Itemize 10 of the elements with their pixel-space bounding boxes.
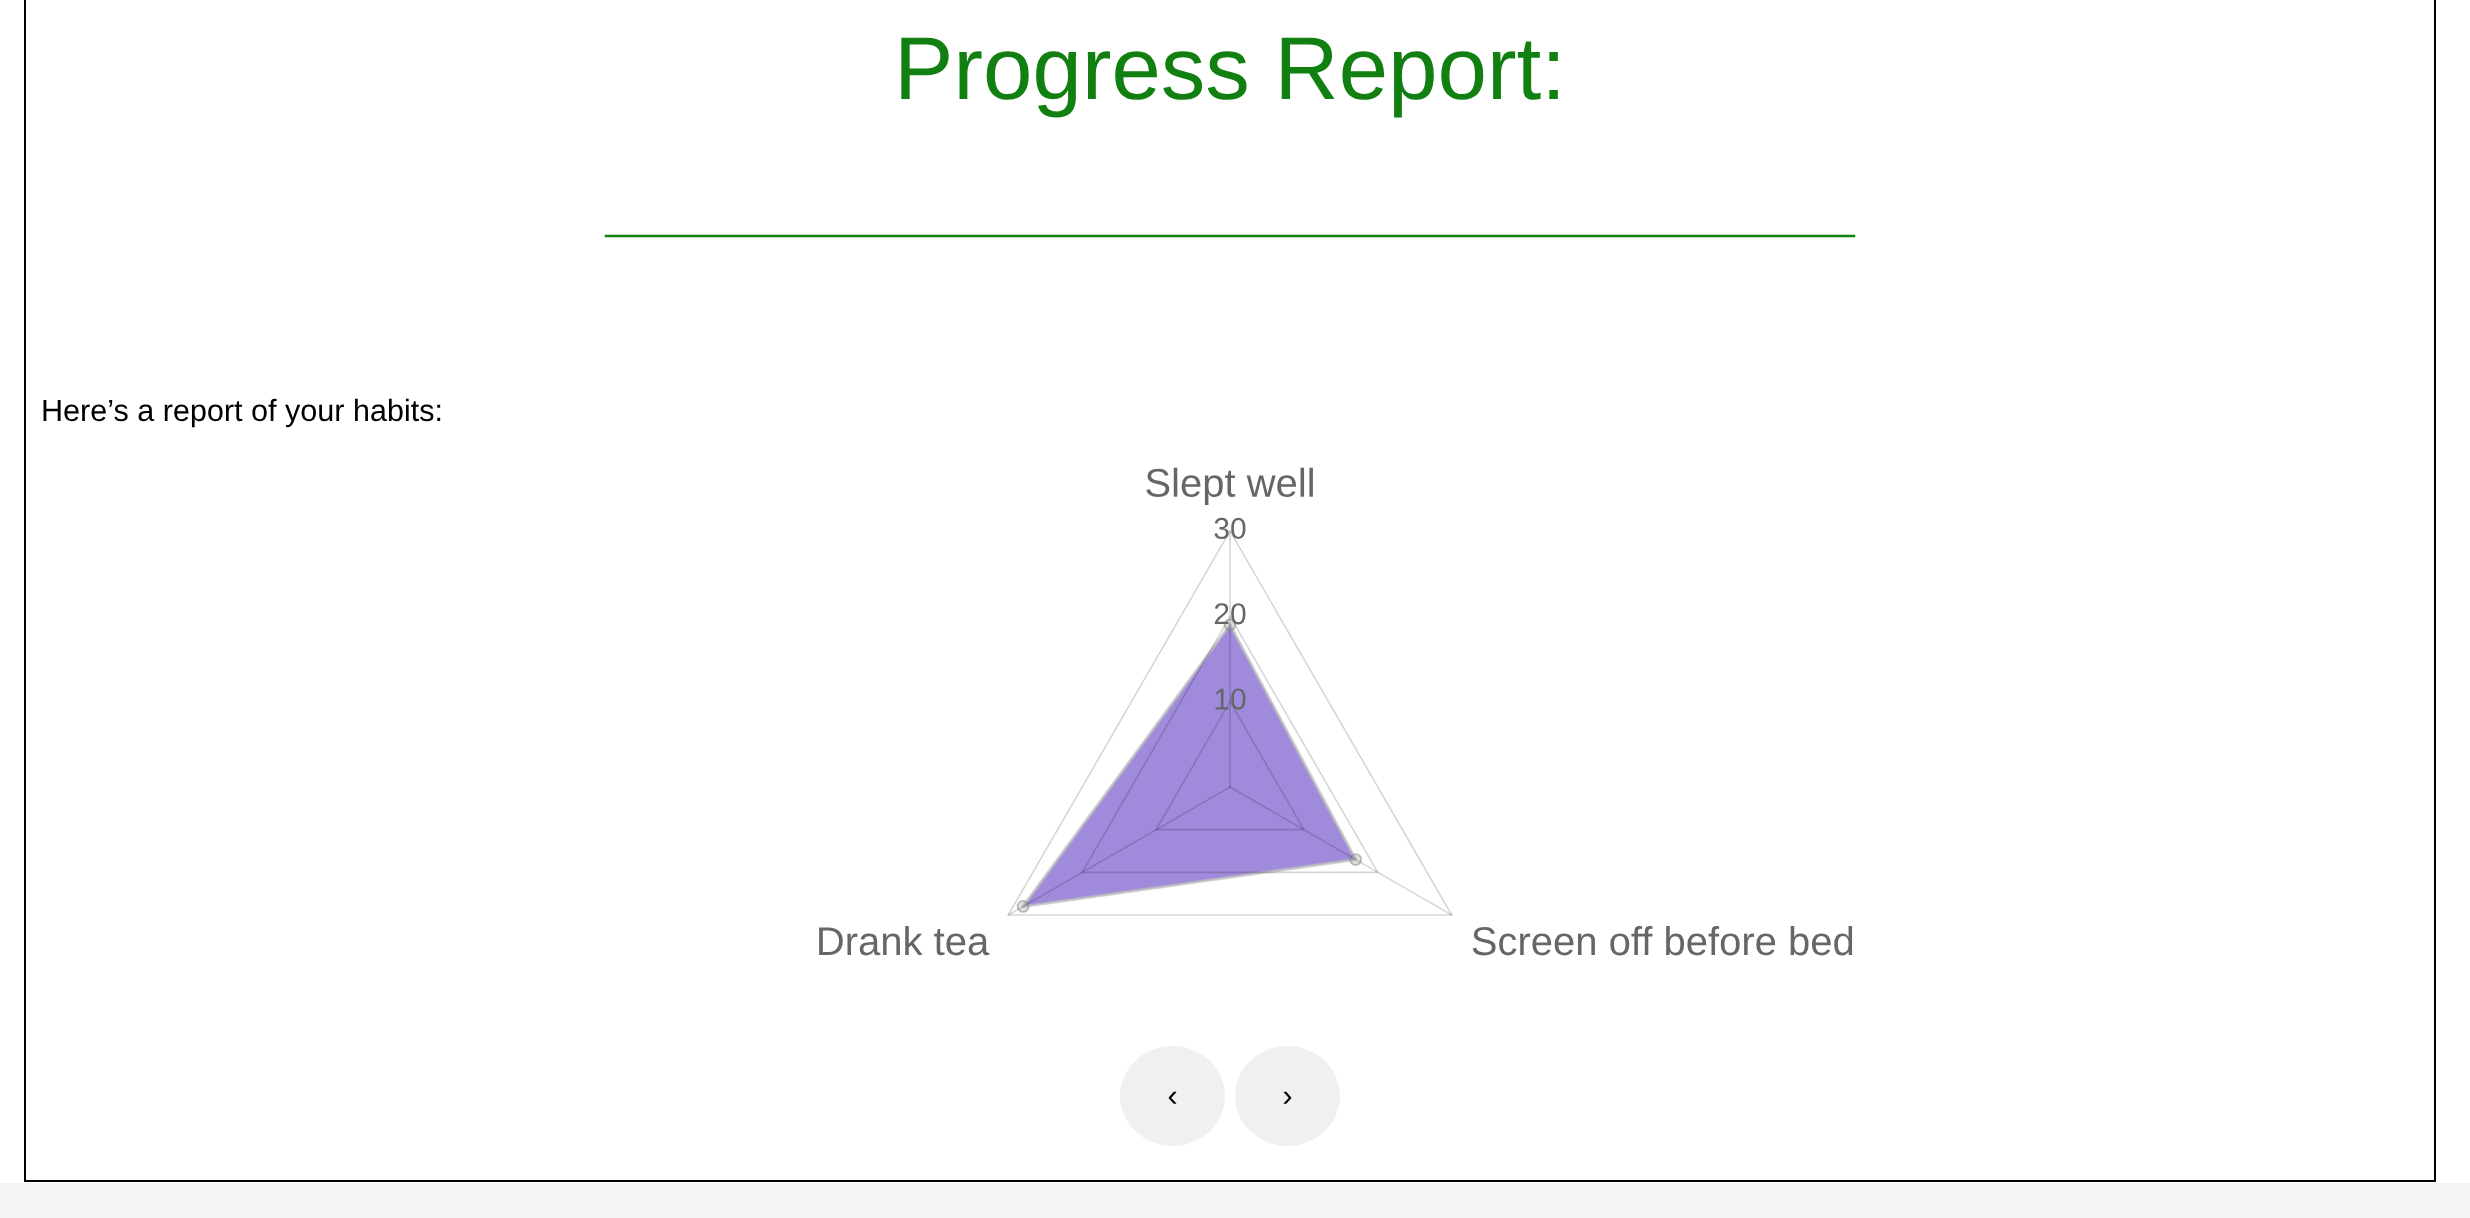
spoke-label: Slept well bbox=[1146, 467, 1313, 505]
y-tick-label: 30 bbox=[1214, 517, 1246, 540]
text: Here’s a report of your habits: bbox=[43, 398, 441, 428]
y-tick-label: 20 bbox=[1214, 603, 1246, 625]
spoke-label: Screen off before bed bbox=[1472, 926, 1853, 956]
text: ‹ bbox=[1168, 1091, 1177, 1104]
spoke-label: Drank tea bbox=[819, 926, 990, 956]
y-tick-label: 10 bbox=[1215, 688, 1246, 710]
chart-title: Progress Report: bbox=[901, 37, 1558, 118]
text: › bbox=[1283, 1091, 1292, 1104]
